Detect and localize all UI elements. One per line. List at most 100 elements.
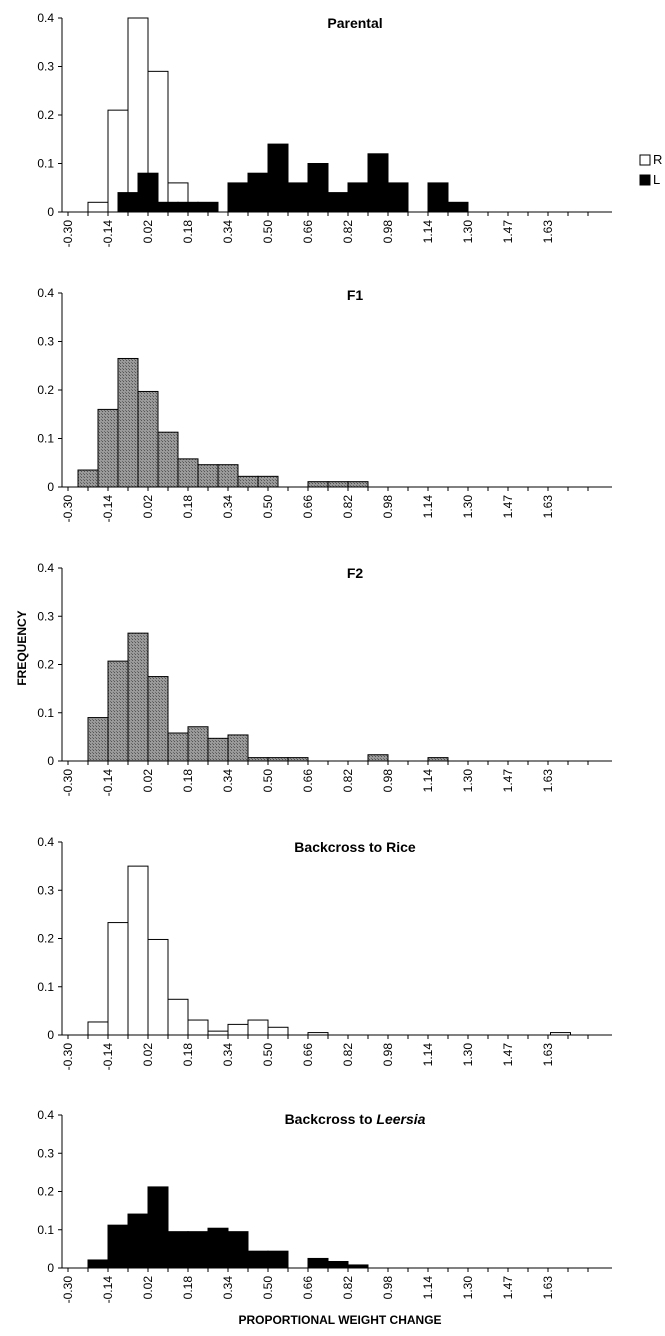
x-tick-label: 0.98	[381, 769, 395, 793]
y-axis-title: FREQUENCY	[15, 610, 29, 685]
bar	[267, 757, 289, 762]
x-tick-label: 0.18	[181, 769, 195, 793]
bar	[187, 726, 209, 762]
bar	[157, 201, 179, 213]
x-tick-label: -0.14	[101, 1043, 115, 1071]
x-tick-label: 0.66	[301, 769, 315, 793]
x-tick-label: 1.14	[421, 220, 435, 244]
bar	[247, 1019, 269, 1036]
y-tick-label: 0.2	[37, 932, 54, 946]
y-tick-label: 0.2	[37, 383, 54, 397]
x-tick-label: -0.14	[101, 220, 115, 248]
bar	[550, 1032, 571, 1036]
bar	[227, 1023, 249, 1036]
bar	[227, 182, 249, 213]
x-tick-label: -0.14	[101, 495, 115, 523]
legend: RL	[639, 152, 662, 187]
legend-swatch	[639, 174, 651, 186]
x-tick-label: 0.82	[341, 1043, 355, 1067]
chart-title: Backcross to Leersia	[285, 1111, 426, 1127]
bar	[237, 475, 259, 488]
y-tick-label: 0.1	[37, 432, 54, 446]
y-tick-label: 0.3	[37, 883, 54, 897]
y-tick-label: 0.3	[37, 60, 54, 74]
bar	[147, 1186, 169, 1269]
x-tick-label: 1.63	[541, 1043, 555, 1067]
x-tick-label: -0.14	[101, 769, 115, 797]
bar	[327, 1260, 349, 1269]
chart-title-text: F2	[347, 565, 364, 581]
bar	[307, 481, 329, 488]
x-tick-label: 0.98	[381, 1276, 395, 1300]
bar	[447, 201, 469, 213]
x-tick-label: 1.63	[541, 1276, 555, 1300]
y-tick-label: 0.1	[37, 157, 54, 171]
bar	[227, 1231, 249, 1269]
x-tick-label: 1.63	[541, 220, 555, 244]
bar	[387, 182, 409, 213]
x-tick-label: 1.47	[501, 495, 515, 519]
bar	[197, 464, 219, 488]
bar	[207, 1030, 229, 1036]
x-tick-label: 0.82	[341, 1276, 355, 1300]
bar	[137, 390, 159, 488]
chart-title-italic: Leersia	[376, 1111, 425, 1127]
x-tick-label: -0.14	[101, 1276, 115, 1304]
x-tick-label: 0.34	[221, 220, 235, 244]
x-tick-label: 1.63	[541, 495, 555, 519]
bar	[207, 1227, 229, 1269]
x-tick-label: 1.47	[501, 769, 515, 793]
bar	[187, 1231, 209, 1269]
x-tick-label: 0.50	[261, 1043, 275, 1067]
x-tick-label: 0.34	[221, 1276, 235, 1300]
x-tick-label: 0.66	[301, 220, 315, 244]
x-tick-label: 1.30	[461, 495, 475, 519]
x-tick-label: 0.18	[181, 1043, 195, 1067]
bar	[177, 458, 199, 488]
bar	[267, 1250, 289, 1269]
x-tick-label: -0.30	[61, 495, 75, 523]
chart-panel-5: Backcross to Leersia 0 0.1 0.2 0.3 0.4 -0.30 -0…	[37, 1108, 612, 1303]
bar	[107, 660, 129, 762]
chart-title-text: Backcross to	[285, 1111, 377, 1127]
x-tick-label: 0.18	[181, 1276, 195, 1300]
x-tick-label: -0.30	[61, 1276, 75, 1304]
y-tick-label: 0.3	[37, 609, 54, 623]
chart-title: Backcross to Rice	[294, 839, 416, 855]
bar	[307, 1257, 329, 1269]
y-tick-label: 0.2	[37, 1185, 54, 1199]
bar	[197, 201, 219, 213]
x-tick-label: 1.30	[461, 1043, 475, 1067]
bar	[177, 201, 199, 213]
y-tick-label: 0.3	[37, 335, 54, 349]
bar	[127, 632, 149, 762]
legend-label: L	[653, 172, 660, 187]
x-tick-label: 0.34	[221, 495, 235, 519]
bar	[97, 408, 119, 488]
x-tick-label: 1.47	[501, 1276, 515, 1300]
bar	[87, 1021, 109, 1036]
x-tick-label: 0.02	[141, 220, 155, 244]
y-tick-label: 0.4	[37, 835, 54, 849]
chart-panel-4: Backcross to Rice 0 0.1 0.2 0.3 0.4 -0.30 -0.14…	[37, 835, 612, 1070]
chart-title-text: Backcross to Rice	[294, 839, 416, 855]
bar	[147, 676, 169, 762]
bar	[427, 182, 449, 213]
x-tick-label: 0.50	[261, 1276, 275, 1300]
bar	[347, 481, 369, 488]
y-tick-label: 0.4	[37, 561, 54, 575]
bar	[427, 757, 449, 762]
x-tick-label: 1.30	[461, 220, 475, 244]
bar	[267, 143, 289, 213]
x-tick-label: 1.14	[421, 1276, 435, 1300]
bar	[117, 192, 139, 213]
y-tick-label: 0.2	[37, 108, 54, 122]
y-tick-label: 0	[47, 480, 54, 494]
y-tick-label: 0.4	[37, 11, 54, 25]
y-tick-label: 0.4	[37, 286, 54, 300]
legend-swatch	[639, 154, 651, 166]
x-tick-label: 1.47	[501, 1043, 515, 1067]
x-tick-label: 1.30	[461, 1276, 475, 1300]
bar	[137, 172, 159, 213]
